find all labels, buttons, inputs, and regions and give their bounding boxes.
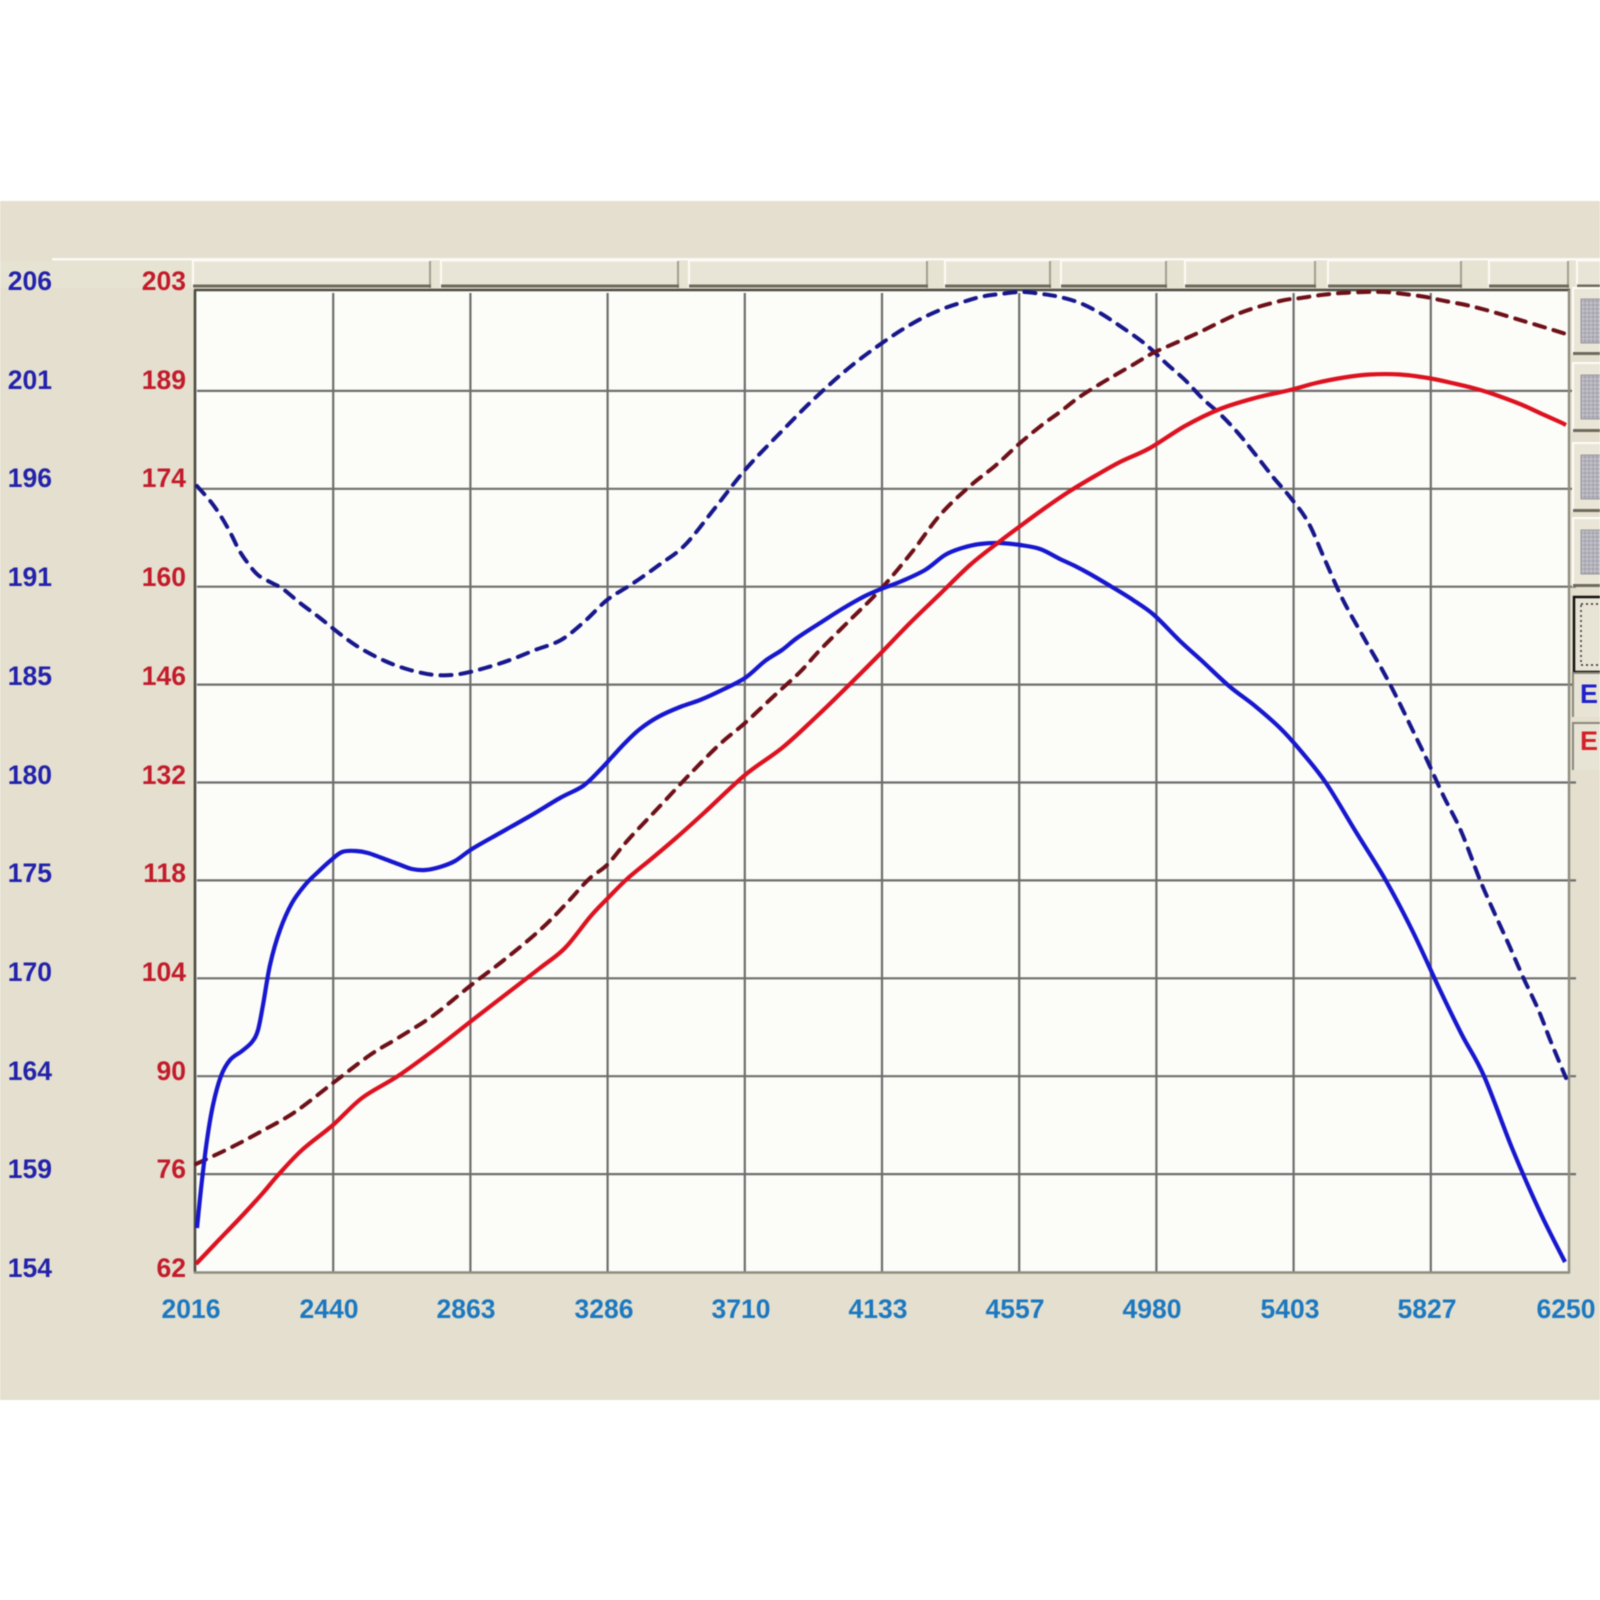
svg-text:76: 76 (157, 1154, 186, 1184)
svg-text:180: 180 (8, 760, 52, 790)
svg-text:2016: 2016 (162, 1294, 221, 1324)
svg-text:3710: 3710 (712, 1294, 771, 1324)
svg-text:160: 160 (142, 562, 186, 592)
svg-text:6250: 6250 (1537, 1294, 1596, 1324)
svg-text:203: 203 (142, 266, 186, 296)
svg-text:159: 159 (8, 1154, 52, 1184)
svg-text:104: 104 (142, 957, 186, 987)
svg-text:175: 175 (8, 858, 52, 888)
svg-text:146: 146 (142, 661, 186, 691)
svg-text:201: 201 (8, 365, 52, 395)
svg-text:E: E (1580, 679, 1598, 709)
svg-text:189: 189 (142, 365, 186, 395)
svg-text:170: 170 (8, 957, 52, 987)
svg-text:164: 164 (8, 1056, 52, 1086)
svg-text:2863: 2863 (437, 1294, 496, 1324)
svg-text:3286: 3286 (575, 1294, 634, 1324)
svg-text:62: 62 (157, 1253, 186, 1283)
svg-text:191: 191 (8, 562, 52, 592)
svg-text:185: 185 (8, 661, 52, 691)
svg-text:4133: 4133 (849, 1294, 908, 1324)
svg-text:90: 90 (157, 1056, 186, 1086)
svg-text:5403: 5403 (1261, 1294, 1320, 1324)
svg-text:154: 154 (8, 1253, 52, 1283)
svg-text:132: 132 (142, 760, 186, 790)
svg-text:118: 118 (143, 858, 186, 888)
svg-text:2440: 2440 (300, 1294, 359, 1324)
svg-text:4557: 4557 (986, 1294, 1045, 1324)
svg-text:4980: 4980 (1123, 1294, 1182, 1324)
svg-text:196: 196 (8, 463, 52, 493)
svg-text:174: 174 (142, 463, 186, 493)
svg-text:5827: 5827 (1398, 1294, 1457, 1324)
svg-text:E: E (1580, 726, 1598, 756)
svg-text:206: 206 (8, 266, 52, 296)
